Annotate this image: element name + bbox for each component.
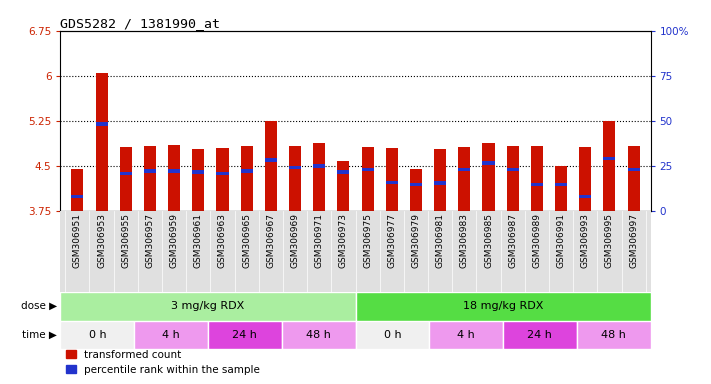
Text: GSM306959: GSM306959: [170, 213, 178, 268]
Text: 0 h: 0 h: [383, 330, 401, 340]
Bar: [579, 147, 592, 211]
Bar: [208, 321, 282, 349]
Bar: [60, 321, 134, 349]
Bar: [434, 149, 447, 211]
Bar: [577, 321, 651, 349]
Bar: [192, 170, 204, 174]
Bar: [134, 321, 208, 349]
Text: GSM306961: GSM306961: [194, 213, 203, 268]
Text: GSM306969: GSM306969: [291, 213, 299, 268]
Text: 4 h: 4 h: [457, 330, 475, 340]
Bar: [337, 170, 349, 174]
Bar: [144, 146, 156, 211]
Bar: [362, 147, 374, 211]
Bar: [356, 292, 651, 321]
Text: GSM306985: GSM306985: [484, 213, 493, 268]
Bar: [628, 146, 640, 211]
Bar: [119, 172, 132, 175]
Text: 18 mg/kg RDX: 18 mg/kg RDX: [463, 301, 543, 311]
Text: GSM306991: GSM306991: [557, 213, 565, 268]
Bar: [555, 182, 567, 186]
Bar: [628, 168, 640, 171]
Bar: [313, 143, 325, 211]
Bar: [434, 181, 447, 185]
Bar: [386, 181, 398, 184]
Text: GSM306963: GSM306963: [218, 213, 227, 268]
Bar: [289, 166, 301, 169]
Text: GSM306953: GSM306953: [97, 213, 106, 268]
Text: GSM306955: GSM306955: [122, 213, 130, 268]
Bar: [604, 121, 616, 211]
Bar: [459, 168, 471, 171]
Text: GSM306997: GSM306997: [629, 213, 638, 268]
Text: GSM306979: GSM306979: [412, 213, 420, 268]
Bar: [71, 195, 83, 198]
Bar: [503, 321, 577, 349]
Bar: [240, 146, 252, 211]
Bar: [144, 169, 156, 172]
Bar: [282, 321, 356, 349]
Bar: [555, 166, 567, 211]
Bar: [386, 148, 398, 211]
Bar: [579, 195, 592, 198]
Text: GSM306989: GSM306989: [533, 213, 541, 268]
Bar: [216, 148, 228, 211]
Bar: [95, 73, 107, 211]
Text: 48 h: 48 h: [306, 330, 331, 340]
Text: 48 h: 48 h: [602, 330, 626, 340]
Bar: [531, 146, 543, 211]
Bar: [604, 157, 616, 161]
Bar: [362, 168, 374, 171]
Text: GSM306993: GSM306993: [581, 213, 589, 268]
Text: 24 h: 24 h: [528, 330, 552, 340]
Text: 0 h: 0 h: [88, 330, 106, 340]
Text: dose ▶: dose ▶: [21, 301, 57, 311]
Text: 24 h: 24 h: [232, 330, 257, 340]
Bar: [289, 146, 301, 211]
Bar: [71, 169, 83, 211]
Bar: [356, 321, 429, 349]
Bar: [507, 146, 519, 211]
Text: GSM306975: GSM306975: [363, 213, 372, 268]
Bar: [483, 143, 495, 211]
Bar: [168, 145, 180, 211]
Text: GSM306981: GSM306981: [436, 213, 444, 268]
Bar: [240, 169, 252, 172]
Bar: [60, 211, 651, 292]
Text: GSM306957: GSM306957: [146, 213, 154, 268]
Text: GSM306965: GSM306965: [242, 213, 251, 268]
Bar: [168, 169, 180, 172]
Text: time ▶: time ▶: [22, 330, 57, 340]
Bar: [531, 182, 543, 186]
Legend: transformed count, percentile rank within the sample: transformed count, percentile rank withi…: [65, 350, 260, 375]
Bar: [507, 168, 519, 171]
Bar: [459, 147, 471, 211]
Bar: [216, 172, 228, 175]
Bar: [95, 122, 107, 126]
Bar: [60, 292, 356, 321]
Bar: [337, 161, 349, 211]
Bar: [313, 164, 325, 168]
Bar: [264, 159, 277, 162]
Text: GSM306983: GSM306983: [460, 213, 469, 268]
Bar: [264, 121, 277, 211]
Text: 3 mg/kg RDX: 3 mg/kg RDX: [171, 301, 245, 311]
Bar: [429, 321, 503, 349]
Text: GSM306987: GSM306987: [508, 213, 517, 268]
Text: GSM306973: GSM306973: [339, 213, 348, 268]
Bar: [410, 182, 422, 186]
Bar: [119, 147, 132, 211]
Bar: [483, 161, 495, 165]
Bar: [410, 169, 422, 211]
Text: GSM306971: GSM306971: [315, 213, 324, 268]
Text: GSM306967: GSM306967: [267, 213, 275, 268]
Bar: [192, 149, 204, 211]
Text: GSM306995: GSM306995: [605, 213, 614, 268]
Text: 4 h: 4 h: [162, 330, 180, 340]
Text: GDS5282 / 1381990_at: GDS5282 / 1381990_at: [60, 17, 220, 30]
Text: GSM306977: GSM306977: [387, 213, 396, 268]
Text: GSM306951: GSM306951: [73, 213, 82, 268]
